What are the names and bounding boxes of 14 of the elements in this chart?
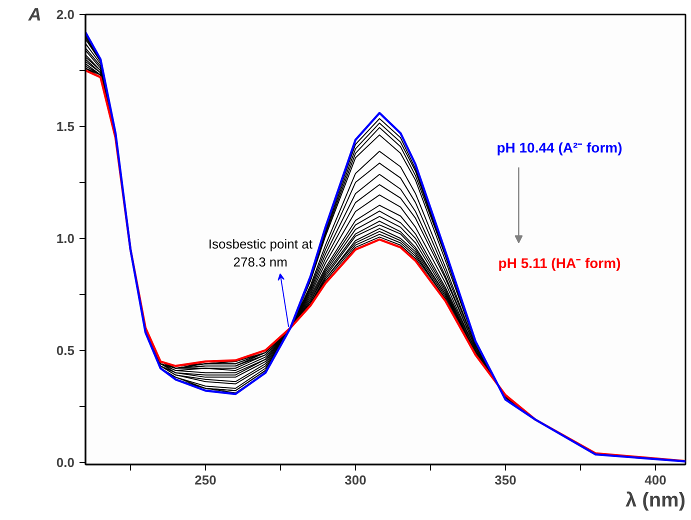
y-tick-label: 0.0: [56, 454, 75, 470]
y-tick-label: 2.0: [56, 7, 75, 22]
x-tick-label: 300: [344, 472, 366, 488]
x-tick-label: 250: [194, 472, 216, 488]
text: pH 10.44 (A²⁻ form): [496, 139, 622, 156]
y-axis-title: A: [27, 4, 42, 24]
y-tick-label: 0.5: [56, 342, 75, 358]
annotation: Isosbestic point at 278.3 nm: [208, 236, 313, 270]
x-tick-label: 350: [494, 472, 516, 488]
x-tick-label: 400: [644, 472, 666, 488]
y-tick-label: 1.0: [56, 230, 75, 246]
text: pH 5.11 (HA⁻ form): [498, 254, 621, 271]
y-tick-label: 1.5: [56, 118, 75, 134]
x-axis-title: λ (nm): [626, 490, 686, 512]
